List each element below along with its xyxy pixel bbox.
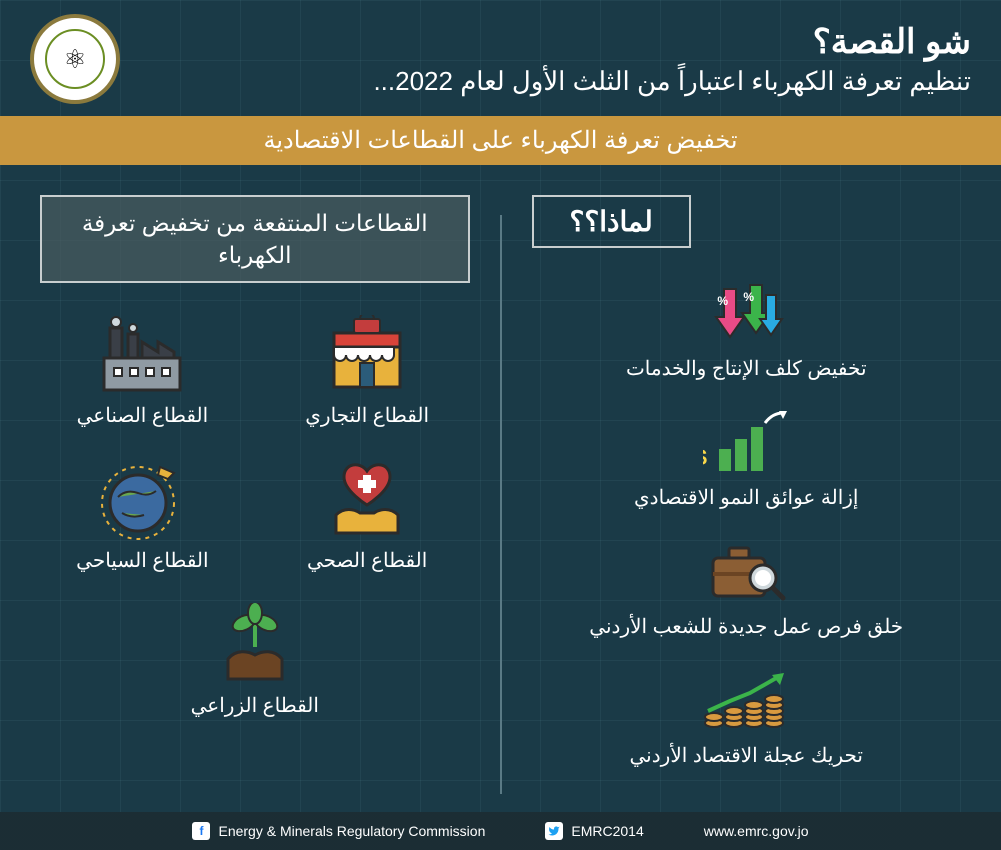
footer-twitter: EMRC2014 bbox=[545, 822, 643, 840]
sector-label: القطاع السياحي bbox=[76, 548, 208, 573]
sector-agriculture: القطاع الزراعي bbox=[191, 603, 319, 718]
header: شو القصة؟ تنظيم تعرفة الكهرباء اعتباراً … bbox=[0, 0, 1001, 116]
sectors-grid: القطاع التجاري bbox=[40, 313, 470, 718]
sector-label: القطاع التجاري bbox=[305, 403, 429, 428]
percent-down-icon: % % bbox=[532, 278, 962, 348]
reason-label: خلق فرص عمل جديدة للشعب الأردني bbox=[532, 614, 962, 639]
sectors-heading: القطاعات المنتفعة من تخفيض تعرفة الكهربا… bbox=[40, 195, 470, 283]
reason-cost: % % تخفيض كلف الإنتاج والخدمات bbox=[532, 278, 962, 381]
reasons-list: % % تخفيض كلف الإنتاج والخدمات bbox=[532, 278, 962, 768]
plant-hand-icon bbox=[191, 603, 319, 685]
reasons-column: لماذا؟؟ % % تخفيض كلف الإنتاج والخدمات bbox=[532, 195, 962, 794]
footer-facebook: f Energy & Minerals Regulatory Commissio… bbox=[192, 822, 485, 840]
globe-plane-icon bbox=[76, 458, 208, 540]
reason-label: تحريك عجلة الاقتصاد الأردني bbox=[532, 743, 962, 768]
sectors-column: القطاعات المنتفعة من تخفيض تعرفة الكهربا… bbox=[40, 195, 470, 794]
why-heading: لماذا؟؟ bbox=[532, 195, 691, 248]
column-divider bbox=[500, 215, 502, 794]
svg-text:$: $ bbox=[703, 445, 707, 470]
org-logo: ⚛ bbox=[30, 14, 120, 104]
coins-up-icon bbox=[532, 665, 962, 735]
content: القطاعات المنتفعة من تخفيض تعرفة الكهربا… bbox=[0, 165, 1001, 794]
footer-website-text: www.emrc.gov.jo bbox=[704, 823, 809, 839]
footer: www.emrc.gov.jo EMRC2014 f Energy & Mine… bbox=[0, 812, 1001, 850]
logo-glyph: ⚛ bbox=[45, 29, 105, 89]
growth-bars-icon: $ bbox=[532, 407, 962, 477]
footer-twitter-text: EMRC2014 bbox=[571, 823, 643, 839]
sector-label: القطاع الزراعي bbox=[191, 693, 319, 718]
shop-icon bbox=[305, 313, 429, 395]
sector-health: القطاع الصحي bbox=[307, 458, 427, 573]
health-hands-icon bbox=[307, 458, 427, 540]
sector-label: القطاع الصحي bbox=[307, 548, 427, 573]
briefcase-search-icon bbox=[532, 536, 962, 606]
reason-growth: $ إزالة عوائق النمو الاقتصادي bbox=[532, 407, 962, 510]
svg-text:%: % bbox=[718, 294, 729, 308]
page-subtitle: تنظيم تعرفة الكهرباء اعتباراً من الثلث ا… bbox=[373, 66, 971, 97]
banner: تخفيض تعرفة الكهرباء على القطاعات الاقتص… bbox=[0, 116, 1001, 165]
reason-label: إزالة عوائق النمو الاقتصادي bbox=[532, 485, 962, 510]
footer-website: www.emrc.gov.jo bbox=[704, 823, 809, 839]
facebook-icon: f bbox=[192, 822, 210, 840]
reason-economy: تحريك عجلة الاقتصاد الأردني bbox=[532, 665, 962, 768]
svg-text:%: % bbox=[744, 290, 755, 304]
footer-facebook-text: Energy & Minerals Regulatory Commission bbox=[218, 823, 485, 839]
page-title: شو القصة؟ bbox=[373, 22, 971, 62]
sector-label: القطاع الصناعي bbox=[77, 403, 208, 428]
factory-icon bbox=[77, 313, 208, 395]
title-block: شو القصة؟ تنظيم تعرفة الكهرباء اعتباراً … bbox=[373, 22, 971, 97]
sector-industrial: القطاع الصناعي bbox=[77, 313, 208, 428]
reason-jobs: خلق فرص عمل جديدة للشعب الأردني bbox=[532, 536, 962, 639]
sector-commercial: القطاع التجاري bbox=[305, 313, 429, 428]
infographic-page: { "layout": { "width_px": 1001, "height_… bbox=[0, 0, 1001, 850]
reason-label: تخفيض كلف الإنتاج والخدمات bbox=[532, 356, 962, 381]
twitter-icon bbox=[545, 822, 563, 840]
sector-tourism: القطاع السياحي bbox=[76, 458, 208, 573]
